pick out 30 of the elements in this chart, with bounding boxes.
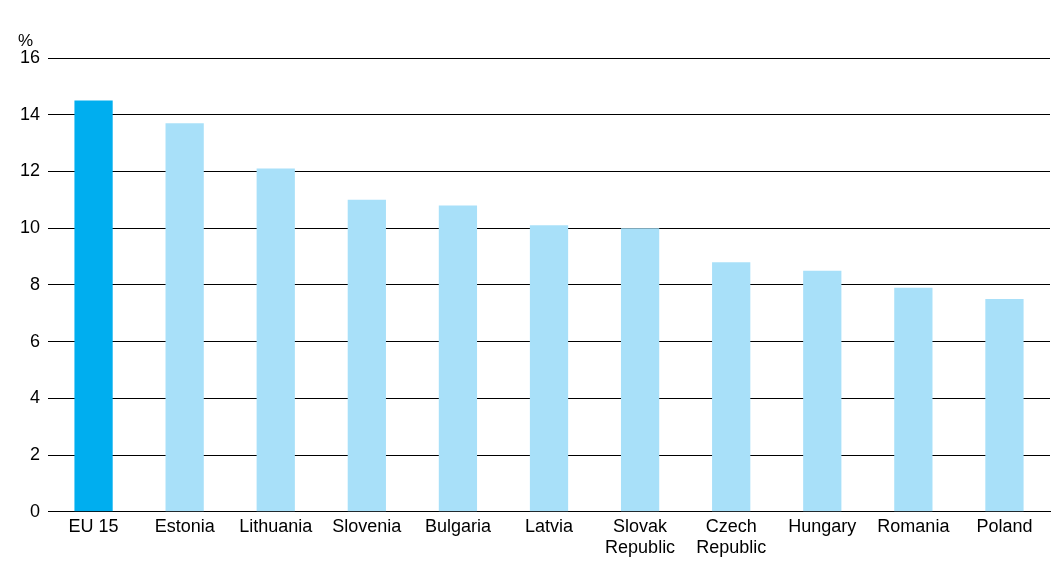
x-tick-label: Hungary (788, 515, 857, 536)
x-tick-label: Slovak Republic (605, 515, 676, 558)
x-tick-label: Romania (877, 515, 951, 536)
x-tick-label: Latvia (524, 515, 575, 536)
x-tick-label: Slovenia (332, 515, 403, 536)
bar (529, 225, 569, 512)
bar (894, 287, 933, 512)
bar (74, 100, 113, 512)
y-tick-label: 2 (30, 444, 41, 465)
x-tick-label: Czech Republic (696, 515, 767, 558)
bar (985, 299, 1024, 512)
x-tick-label: Bulgaria (424, 515, 492, 536)
x-tick-label: Estonia (154, 515, 216, 536)
bar (256, 168, 295, 512)
bar (438, 205, 478, 512)
y-tick-label: 8 (30, 273, 41, 294)
y-tick-label: 12 (19, 160, 41, 181)
bar (803, 270, 842, 512)
x-tick-label: Lithuania (239, 515, 314, 536)
y-tick-label: 0 (30, 500, 41, 521)
bar (712, 262, 751, 512)
bar (620, 228, 660, 512)
bar (165, 123, 204, 512)
y-tick-label: 14 (19, 103, 41, 124)
y-tick-label: 6 (30, 330, 41, 351)
bar (347, 199, 386, 512)
y-tick-label: 4 (30, 387, 41, 408)
y-tick-label: 10 (19, 217, 41, 238)
x-tick-label: EU 15 (68, 515, 119, 536)
x-tick-label: Poland (976, 515, 1033, 536)
